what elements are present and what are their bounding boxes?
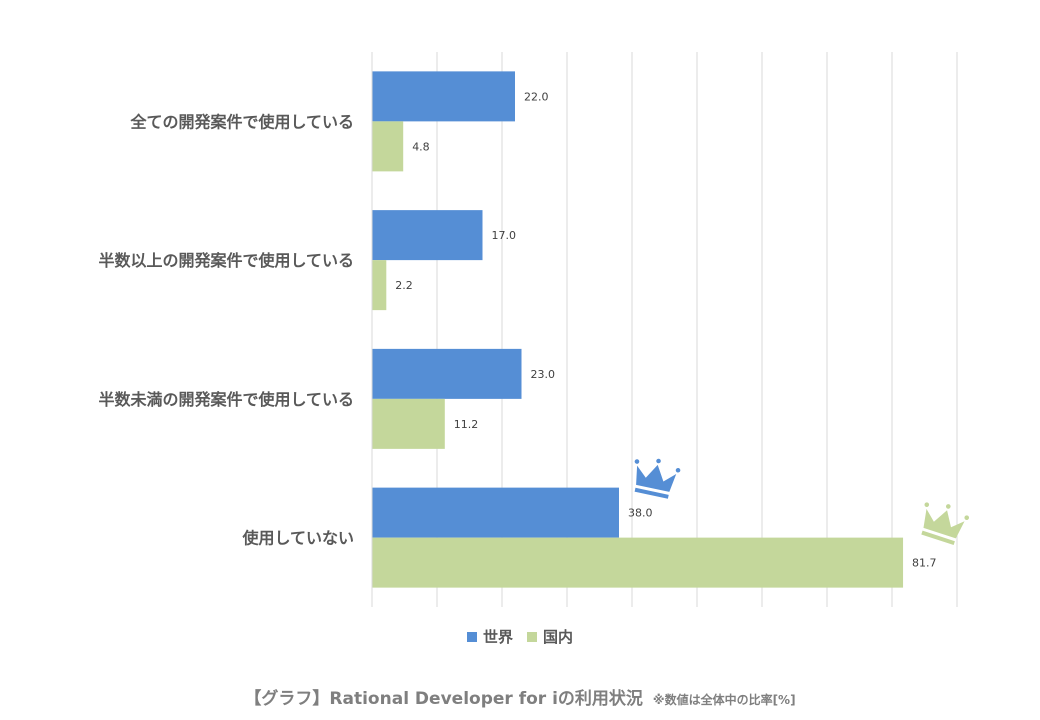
chart-legend: 世界 国内 bbox=[0, 626, 1040, 647]
data-label: 11.2 bbox=[454, 418, 479, 431]
legend-swatch-domestic bbox=[527, 631, 537, 642]
bar-world bbox=[372, 71, 515, 122]
legend-swatch-world bbox=[466, 631, 477, 642]
legend-item-domestic: 国内 bbox=[527, 626, 573, 647]
category-label: 全ての開発案件で使用している bbox=[129, 112, 354, 131]
bar-domestic bbox=[372, 537, 904, 588]
bar-domestic bbox=[372, 398, 445, 449]
legend-item-world: 世界 bbox=[466, 626, 513, 647]
bar-domestic bbox=[372, 121, 404, 172]
crown-icon-domestic bbox=[921, 502, 970, 545]
legend-label-world: 世界 bbox=[482, 628, 513, 646]
legend-label-domestic: 国内 bbox=[543, 628, 574, 646]
category-label: 使用していない bbox=[241, 529, 354, 548]
caption-title: 【グラフ】Rational Developer for iの利用状況 bbox=[244, 689, 643, 709]
data-label: 22.0 bbox=[524, 90, 549, 103]
data-label: 81.7 bbox=[912, 557, 937, 570]
data-label: 38.0 bbox=[628, 507, 653, 520]
bar-domestic bbox=[372, 260, 387, 311]
category-label: 半数未満の開発案件で使用している bbox=[98, 390, 354, 409]
bar-world bbox=[372, 487, 619, 538]
data-label: 2.2 bbox=[395, 279, 413, 292]
bar-world bbox=[372, 210, 483, 261]
caption-note: ※数値は全体中の比率[%] bbox=[652, 693, 796, 707]
data-label: 4.8 bbox=[412, 140, 430, 153]
bar-world bbox=[372, 348, 522, 399]
data-label: 17.0 bbox=[492, 229, 517, 242]
data-label: 23.0 bbox=[531, 368, 556, 381]
chart-caption: 【グラフ】Rational Developer for iの利用状況 ※数値は全体… bbox=[0, 684, 1040, 709]
crown-icon-world bbox=[634, 458, 681, 499]
category-label: 半数以上の開発案件で使用している bbox=[98, 251, 354, 270]
